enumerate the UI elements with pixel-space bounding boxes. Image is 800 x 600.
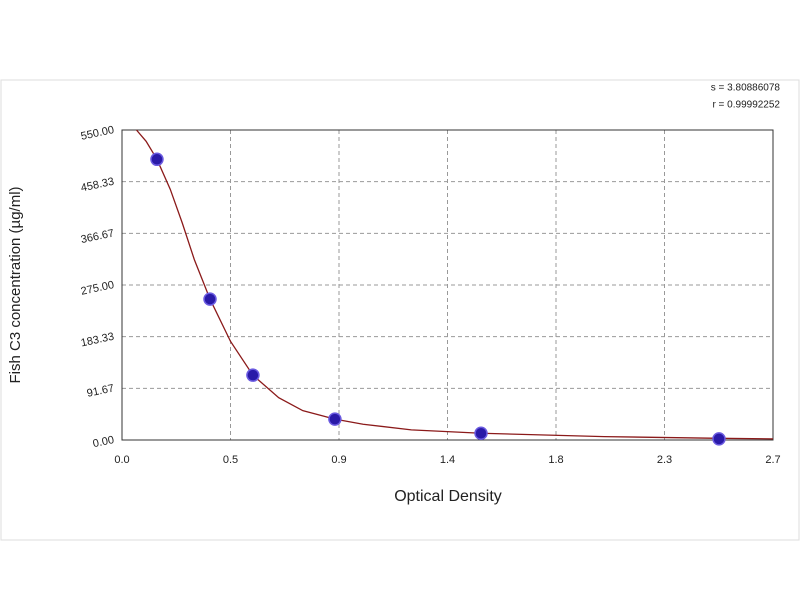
x-tick-label: 0.9 (331, 454, 346, 466)
annotation: s = 3.80886078 (711, 83, 781, 94)
data-point (246, 368, 260, 382)
y-axis-label: Fish C3 concentration (µg/ml) (7, 186, 24, 383)
x-tick-label: 1.8 (548, 454, 563, 466)
x-tick-label: 0.0 (114, 454, 129, 466)
data-point (150, 152, 164, 167)
data-point (203, 292, 217, 306)
x-axis-label: Optical Density (394, 488, 502, 505)
data-point (712, 432, 726, 446)
annotation: r = 0.99992252 (712, 100, 780, 111)
plot-frame (121, 129, 774, 441)
x-tick-label: 2.7 (765, 454, 780, 466)
x-tick-label: 0.5 (223, 454, 238, 466)
x-tick-label: 1.4 (440, 454, 455, 466)
y-tick-label: 91.67 (86, 382, 115, 399)
data-point (328, 412, 342, 426)
chart-panel (0, 79, 800, 541)
y-tick-label: 0.00 (92, 434, 115, 450)
data-point (474, 426, 488, 440)
x-tick-label: 2.3 (657, 454, 672, 466)
fit-line (135, 129, 774, 440)
